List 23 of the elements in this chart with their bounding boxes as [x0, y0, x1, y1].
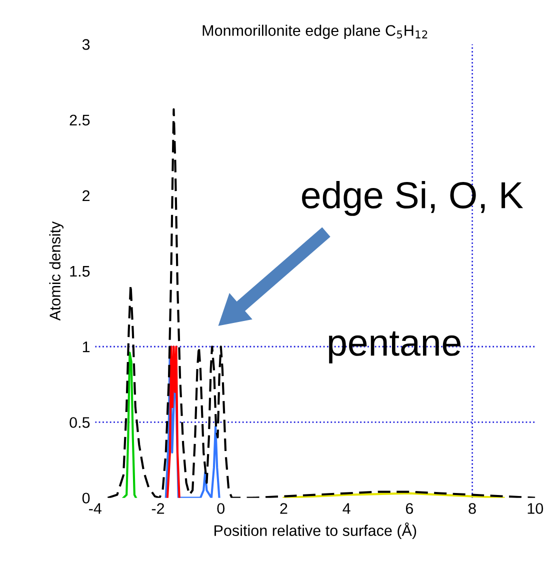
y-tick-label: 2.5 — [70, 114, 90, 126]
y-tick-label: 1 — [82, 342, 90, 352]
line-series — [122, 352, 138, 498]
y-tick-label: 1.5 — [70, 266, 90, 277]
x-tick-label: -4 — [89, 503, 102, 514]
annotation: edge Si, O, K — [302, 180, 524, 216]
x-tick-label: 8 — [468, 503, 476, 514]
y-tick-label: 2 — [82, 190, 90, 201]
line-series — [166, 346, 180, 498]
y-tick-label: 0.5 — [70, 417, 90, 428]
x-axis-title: Position relative to surface (Å) — [214, 522, 416, 540]
line-series — [106, 108, 536, 498]
x-tick-label: 4 — [342, 503, 350, 514]
chart-title: Monmorillonite edge plane C$_{5}$H$_{12}$ — [202, 24, 428, 39]
y-axis-title: Atomic density — [49, 221, 64, 321]
x-tick-label: 6 — [406, 503, 414, 514]
y-tick-label: 3 — [82, 39, 90, 50]
x-tick-label: 10 — [528, 503, 544, 514]
x-tick-label: 2 — [280, 503, 288, 514]
x-tick-label: 0 — [217, 503, 225, 514]
y-tick-label: 0 — [82, 492, 90, 504]
annotation: pentane — [329, 331, 460, 364]
x-tick-label: -2 — [152, 503, 164, 514]
